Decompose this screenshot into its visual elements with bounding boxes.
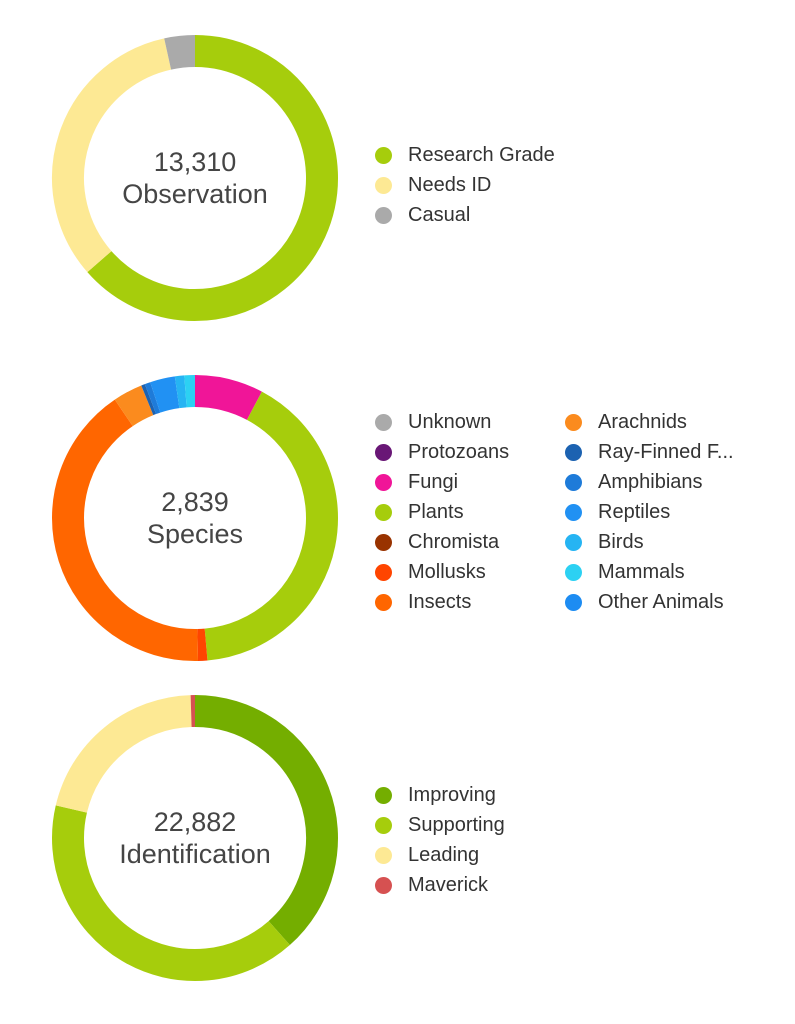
legend-item-other-animals[interactable]: Other Animals <box>565 587 734 617</box>
legend-item-supporting[interactable]: Supporting <box>375 810 505 840</box>
legend-label: Fungi <box>408 470 459 493</box>
species-chart: 2,839 Species Unknown Protozoans Fungi P… <box>0 368 795 668</box>
legend-item-plants[interactable]: Plants <box>375 497 509 527</box>
legend-swatch <box>565 473 582 491</box>
legend-label: Ray-Finned F... <box>598 440 734 463</box>
legend-item-research-grade[interactable]: Research Grade <box>375 140 555 170</box>
identification-donut: 22,882 Identification <box>45 688 345 988</box>
legend-item-leading[interactable]: Leading <box>375 840 505 870</box>
species-total: 2,839 <box>161 487 229 517</box>
legend-label: Leading <box>408 843 480 866</box>
legend-item-mammals[interactable]: Mammals <box>565 557 734 587</box>
legend-item-fungi[interactable]: Fungi <box>375 467 509 497</box>
legend-swatch <box>375 176 392 194</box>
legend-swatch <box>565 443 582 461</box>
legend-item-mollusks[interactable]: Mollusks <box>375 557 509 587</box>
legend-swatch <box>375 593 392 611</box>
observation-donut-svg <box>52 35 338 321</box>
legend-column-left: Unknown Protozoans Fungi Plants Chromist… <box>375 407 509 617</box>
slice-fungi[interactable] <box>194 375 262 421</box>
legend-swatch <box>375 473 392 491</box>
legend-swatch <box>565 533 582 551</box>
legend-label: Mammals <box>598 560 685 583</box>
legend-label: Plants <box>408 500 464 523</box>
slice-reptiles[interactable] <box>150 376 180 413</box>
legend-item-protozoans[interactable]: Protozoans <box>375 437 509 467</box>
slice-needs-id[interactable] <box>52 38 172 273</box>
legend-label: Research Grade <box>408 143 555 166</box>
legend-label: Amphibians <box>598 470 703 493</box>
legend-swatch <box>565 503 582 521</box>
legend-label: Reptiles <box>598 500 671 523</box>
identification-total: 22,882 <box>153 807 237 837</box>
legend-label: Chromista <box>408 530 500 553</box>
legend-swatch <box>565 593 582 611</box>
legend-label: Unknown <box>408 410 492 433</box>
slice-supporting[interactable] <box>52 805 290 981</box>
legend-label: Improving <box>408 783 496 806</box>
legend-swatch <box>375 786 392 804</box>
legend-item-reptiles[interactable]: Reptiles <box>565 497 734 527</box>
legend-label: Other Animals <box>598 590 724 613</box>
slice-insects[interactable] <box>52 399 198 661</box>
legend-swatch <box>565 563 582 581</box>
legend-swatch <box>375 846 392 864</box>
slice-ray-finned-f[interactable] <box>141 384 157 416</box>
legend-item-unknown[interactable]: Unknown <box>375 407 509 437</box>
legend-label: Birds <box>598 530 644 553</box>
legend-swatch <box>375 563 392 581</box>
legend-swatch <box>375 413 392 431</box>
legend-column-right: Arachnids Ray-Finned F... Amphibians Rep… <box>565 407 734 617</box>
legend-swatch <box>375 146 392 164</box>
legend-label: Arachnids <box>598 410 687 433</box>
legend-label: Casual <box>408 203 471 226</box>
legend-item-amphibians[interactable]: Amphibians <box>565 467 734 497</box>
identification-center: 22,882 Identification <box>45 688 345 988</box>
species-donut-svg <box>52 375 338 661</box>
legend-swatch <box>375 876 392 894</box>
legend-item-improving[interactable]: Improving <box>375 780 505 810</box>
identification-center-label: Identification <box>119 839 271 869</box>
species-donut: 2,839 Species <box>45 368 345 668</box>
legend-swatch <box>565 413 582 431</box>
legend-item-insects[interactable]: Insects <box>375 587 509 617</box>
identification-donut-svg <box>52 695 338 981</box>
legend-item-casual[interactable]: Casual <box>375 200 555 230</box>
legend-column: Research Grade Needs ID Casual <box>375 140 555 230</box>
observation-donut: 13,310 Observation <box>45 28 345 328</box>
slice-leading[interactable] <box>55 695 193 814</box>
legend-swatch <box>375 533 392 551</box>
legend-item-birds[interactable]: Birds <box>565 527 734 557</box>
legend-swatch <box>375 443 392 461</box>
slice-birds[interactable] <box>174 375 187 409</box>
legend-swatch <box>375 503 392 521</box>
slice-casual[interactable] <box>164 35 196 70</box>
observation-total: 13,310 <box>153 147 237 177</box>
legend-item-arachnids[interactable]: Arachnids <box>565 407 734 437</box>
legend-column: Improving Supporting Leading Maverick <box>375 780 505 900</box>
legend-label: Supporting <box>408 813 505 836</box>
legend-label: Insects <box>408 590 472 613</box>
legend-item-needs-id[interactable]: Needs ID <box>375 170 555 200</box>
legend-label: Maverick <box>408 873 489 896</box>
legend-item-ray-finned-fishes[interactable]: Ray-Finned F... <box>565 437 734 467</box>
legend-swatch <box>375 206 392 224</box>
slice-amphibians[interactable] <box>144 382 161 415</box>
species-center: 2,839 Species <box>45 368 345 668</box>
slice-plants[interactable] <box>204 391 338 661</box>
legend-label: Protozoans <box>408 440 510 463</box>
legend-item-maverick[interactable]: Maverick <box>375 870 505 900</box>
observation-chart: 13,310 Observation Research Grade Needs … <box>0 28 795 328</box>
observation-center: 13,310 Observation <box>45 28 345 328</box>
legend-label: Needs ID <box>408 173 492 196</box>
slice-arachnids[interactable] <box>114 385 154 427</box>
observation-center-label: Observation <box>122 179 268 209</box>
species-center-label: Species <box>146 519 244 549</box>
legend-swatch <box>375 816 392 834</box>
slice-improving[interactable] <box>194 695 338 946</box>
legend-label: Mollusks <box>408 560 486 583</box>
slice-research-grade[interactable] <box>87 35 338 321</box>
legend-item-chromista[interactable]: Chromista <box>375 527 509 557</box>
identification-chart: 22,882 Identification Improving Supporti… <box>0 688 795 988</box>
